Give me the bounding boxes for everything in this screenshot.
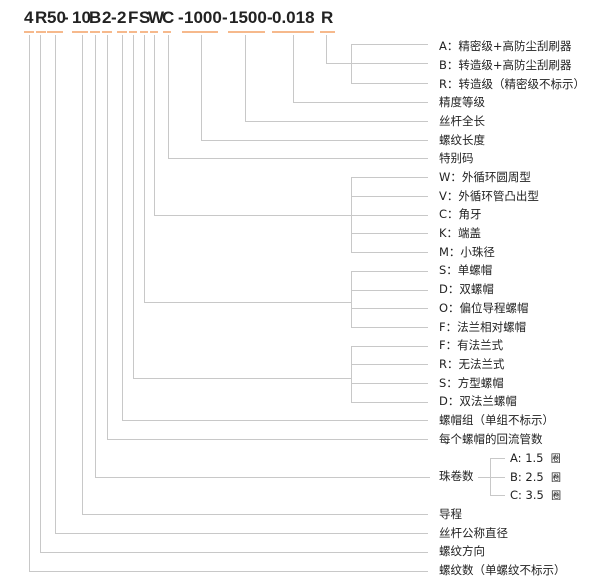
code-underline	[47, 31, 63, 33]
code-segment: S	[139, 8, 151, 27]
code-underline	[163, 31, 171, 33]
connector-line	[55, 35, 428, 534]
label-turns-b: B: 2.5 圈	[510, 470, 561, 486]
connector-line	[245, 35, 428, 122]
label-nut-group: 螺帽组（单组不标示）	[439, 413, 554, 427]
connector-line	[122, 35, 428, 421]
code-underline	[182, 31, 218, 33]
code-underline	[272, 31, 314, 33]
connector-line	[40, 35, 428, 553]
label-screw-length: 丝杆全长	[439, 114, 485, 128]
code-segment: -	[178, 8, 184, 27]
connector-line	[29, 35, 428, 572]
code-underline	[129, 31, 137, 33]
label-turns: 珠卷数	[439, 469, 474, 483]
code-underline	[117, 31, 127, 33]
code-segment: 0.018	[272, 8, 315, 27]
label-m: M：小珠径	[439, 245, 495, 259]
code-segment: C	[162, 8, 175, 27]
code-segment: -	[63, 8, 69, 27]
label-f-flange: F：有法兰式	[439, 338, 504, 352]
label-k: K：端盖	[439, 226, 482, 240]
connector-line	[107, 35, 428, 440]
label-grade-a: A：精密级+高防尘刮刷器	[439, 39, 572, 53]
label-c: C：角牙	[439, 207, 482, 221]
connector-line	[201, 35, 428, 141]
turns-c-value: C: 3.5	[510, 488, 544, 502]
label-r-flange: R：无法兰式	[439, 357, 505, 371]
label-thread-direction: 螺纹方向	[439, 544, 485, 558]
label-return-tubes: 每个螺帽的回流管数	[439, 432, 543, 446]
code-underline	[72, 31, 88, 33]
label-v: V：外循环管凸出型	[439, 189, 539, 203]
turns-unit: 圈	[551, 491, 562, 502]
label-w: W：外循环圆周型	[439, 170, 531, 184]
label-turns-a: A: 1.5 圈	[510, 451, 561, 467]
code-segment: 10	[72, 8, 91, 27]
code-segment: R	[35, 8, 48, 27]
connector-line	[326, 35, 351, 64]
label-lead: 导程	[439, 507, 462, 521]
label-precision: 精度等级	[439, 95, 485, 109]
label-thread-count: 螺纹数（单螺纹不标示）	[439, 563, 566, 577]
code-underline	[228, 31, 265, 33]
code-segment: 1500	[229, 8, 267, 27]
connector-line	[82, 35, 428, 515]
label-grade-r: R：转造级（精密级不标示）	[439, 77, 585, 91]
code-segment: 1000	[184, 8, 222, 27]
code-segment: 4	[24, 8, 34, 27]
code-underline	[320, 31, 335, 33]
label-s-nut: S：单螺帽	[439, 263, 493, 277]
turns-unit: 圈	[550, 454, 561, 465]
code-segment: -	[267, 8, 273, 27]
code-underline	[24, 31, 34, 33]
label-d-nut: D：双螺帽	[439, 282, 494, 296]
code-segment: F	[128, 8, 139, 27]
connector-line	[144, 35, 351, 303]
code-underline	[36, 31, 46, 33]
label-f-nut: F：法兰相对螺帽	[439, 320, 527, 334]
label-thread-length: 螺纹长度	[439, 133, 485, 147]
code-underline	[150, 31, 158, 33]
label-grade-b: B：转造级+高防尘刮刷器	[439, 58, 572, 72]
code-segment: 2	[102, 8, 112, 27]
code-underline	[140, 31, 148, 33]
connector-line	[168, 35, 428, 159]
code-segment: 2	[117, 8, 127, 27]
label-s-flange: S：方型螺帽	[439, 376, 504, 390]
label-special-code: 特别码	[439, 151, 474, 165]
connector-line	[95, 35, 430, 478]
label-nominal-diameter: 丝杆公称直径	[439, 526, 508, 540]
code-underline	[90, 31, 100, 33]
connector-line	[154, 35, 351, 216]
code-segment: -	[111, 8, 117, 27]
turns-b-value: B: 2.5	[510, 470, 544, 484]
turns-a-value: A: 1.5	[510, 451, 544, 465]
code-segment: B	[89, 8, 102, 27]
label-turns-c: C: 3.5 圈	[510, 488, 561, 504]
connector-line	[133, 35, 351, 379]
code-segment: 50	[47, 8, 66, 27]
label-d-flange: D：双法兰螺帽	[439, 394, 517, 408]
code-segment: W	[148, 8, 165, 27]
code-segment: -	[222, 8, 228, 27]
connector-line	[293, 35, 428, 103]
label-o-nut: O：偏位导程螺帽	[439, 301, 529, 315]
turns-unit: 圈	[551, 473, 562, 484]
code-underline	[102, 31, 112, 33]
code-segment: R	[321, 8, 334, 27]
